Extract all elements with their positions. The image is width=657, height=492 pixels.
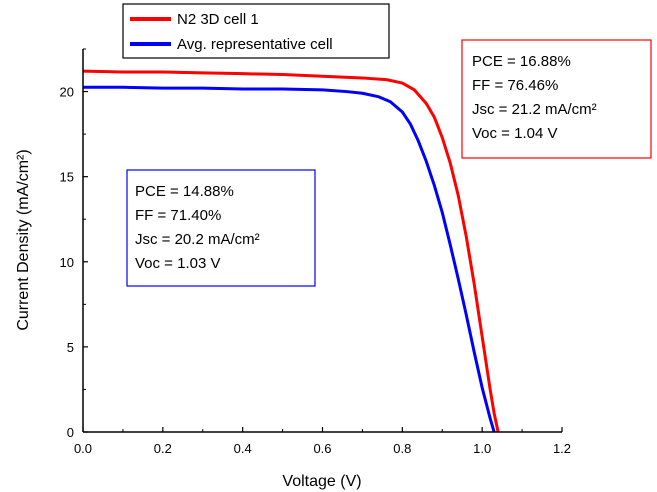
y-axis-title: Current Density (mA/cm²) [15,149,32,330]
blue-stats-voc: Voc = 1.03 V [135,255,220,272]
x-tick-label: 0.2 [154,441,172,456]
series-curves [82,69,500,433]
x-tick-label: 0.8 [393,441,411,456]
red-stats-voc: Voc = 1.04 V [472,125,557,142]
x-axis-title: Voltage (V) [282,473,361,490]
y-ticks: 0 5 10 15 20 [60,48,88,440]
legend-label-n2-3d-cell-1: N2 3D cell 1 [177,11,259,28]
legend: N2 3D cell 1 Avg. representative cell [122,3,390,59]
blue-stats-box: PCE = 14.88% FF = 71.40% Jsc = 20.2 mA/c… [126,169,316,287]
blue-stats-pce: PCE = 14.88% [135,183,234,200]
blue-stats-ff: FF = 71.40% [135,207,221,224]
series-line-n2-3d-cell-1 [82,69,500,433]
red-stats-pce: PCE = 16.88% [472,53,571,70]
red-stats-box: PCE = 16.88% FF = 76.46% Jsc = 21.2 mA/c… [461,39,652,159]
x-tick-label: 0.6 [313,441,331,456]
legend-box [122,3,390,59]
y-tick-label: 10 [60,255,74,270]
red-stats-ff: FF = 76.46% [472,77,558,94]
x-tick-label: 1.2 [553,441,571,456]
series-line-avg-representative-cell [83,85,496,433]
red-stats-box-border [461,39,652,159]
blue-stats-box-border [126,169,316,287]
x-tick-label: 0.0 [74,441,92,456]
y-tick-label: 20 [60,85,74,100]
y-tick-label: 15 [60,170,74,185]
x-tick-label: 1.0 [473,441,491,456]
x-ticks: 0.0 0.2 0.4 0.6 0.8 1.0 1.2 [74,427,571,456]
y-tick-label: 0 [67,425,74,440]
red-stats-jsc: Jsc = 21.2 mA/cm² [472,101,597,118]
blue-stats-jsc: Jsc = 20.2 mA/cm² [135,231,260,248]
x-tick-label: 0.4 [234,441,252,456]
legend-label-avg-representative-cell: Avg. representative cell [177,36,333,53]
y-tick-label: 5 [67,340,74,355]
